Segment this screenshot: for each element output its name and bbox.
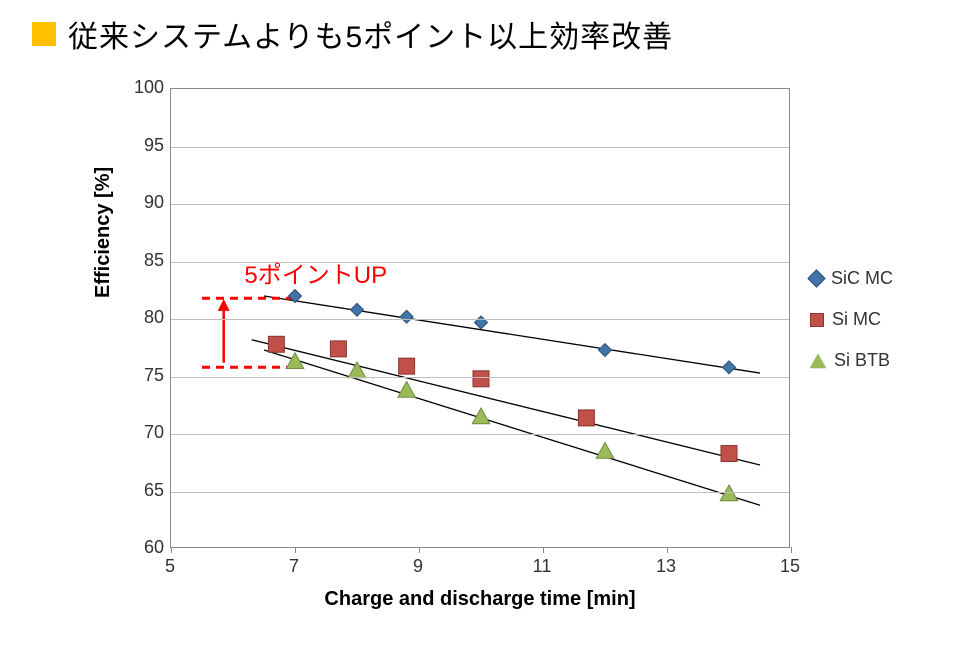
gridline	[171, 377, 789, 378]
gridline	[171, 147, 789, 148]
legend-label: Si BTB	[834, 350, 890, 371]
y-tick-label: 60	[124, 537, 164, 558]
slide-title: 従来システムよりも5ポイント以上効率改善	[68, 12, 673, 56]
x-tick-label: 11	[527, 556, 557, 577]
data-point	[578, 410, 594, 426]
x-tick-label: 15	[775, 556, 805, 577]
data-point	[721, 446, 737, 462]
y-tick-label: 100	[124, 77, 164, 98]
x-tick	[543, 547, 544, 553]
y-tick-label: 95	[124, 135, 164, 156]
legend-item-si-mc: Si MC	[810, 309, 930, 330]
data-point	[286, 353, 304, 369]
x-tick	[171, 547, 172, 553]
chart-svg	[171, 89, 789, 547]
x-tick	[667, 547, 668, 553]
gridline	[171, 434, 789, 435]
x-tick-label: 7	[279, 556, 309, 577]
x-axis-label: Charge and discharge time [min]	[170, 588, 790, 611]
y-tick-label: 80	[124, 307, 164, 328]
annotation-arrow-head	[218, 299, 230, 311]
data-point	[723, 361, 736, 374]
trendline	[264, 350, 760, 505]
data-point	[473, 371, 489, 387]
triangle-icon	[810, 354, 826, 368]
data-point	[475, 316, 488, 329]
data-point	[599, 344, 612, 357]
data-point	[268, 336, 284, 352]
plot-area	[170, 88, 790, 548]
title-bullet-icon	[32, 22, 56, 46]
data-point	[596, 443, 614, 459]
slide-title-row: 従来システムよりも5ポイント以上効率改善	[32, 12, 673, 56]
x-tick	[791, 547, 792, 553]
annotation-text: 5ポイントUP	[244, 255, 387, 290]
data-point	[398, 382, 416, 398]
legend-item-si-btb: Si BTB	[810, 350, 930, 371]
gridline	[171, 319, 789, 320]
x-tick-label: 5	[155, 556, 185, 577]
trendline	[252, 340, 760, 465]
gridline	[171, 492, 789, 493]
legend-label: SiC MC	[831, 268, 893, 289]
data-point	[400, 310, 413, 323]
gridline	[171, 204, 789, 205]
y-tick-label: 70	[124, 422, 164, 443]
legend-item-sic-mc: SiC MC	[810, 268, 930, 289]
x-tick	[419, 547, 420, 553]
x-tick	[295, 547, 296, 553]
y-tick-label: 75	[124, 365, 164, 386]
chart-container: Efficiency [%] Charge and discharge time…	[80, 68, 930, 628]
legend: SiC MC Si MC Si BTB	[810, 268, 930, 391]
diamond-icon	[807, 269, 825, 287]
data-point	[399, 358, 415, 374]
square-icon	[810, 313, 824, 327]
data-point	[330, 341, 346, 357]
data-point	[720, 485, 738, 501]
data-point	[351, 303, 364, 316]
y-tick-label: 65	[124, 480, 164, 501]
y-tick-label: 85	[124, 250, 164, 271]
x-tick-label: 13	[651, 556, 681, 577]
x-tick-label: 9	[403, 556, 433, 577]
y-axis-label: Efficiency [%]	[92, 167, 115, 298]
legend-label: Si MC	[832, 309, 881, 330]
y-tick-label: 90	[124, 192, 164, 213]
